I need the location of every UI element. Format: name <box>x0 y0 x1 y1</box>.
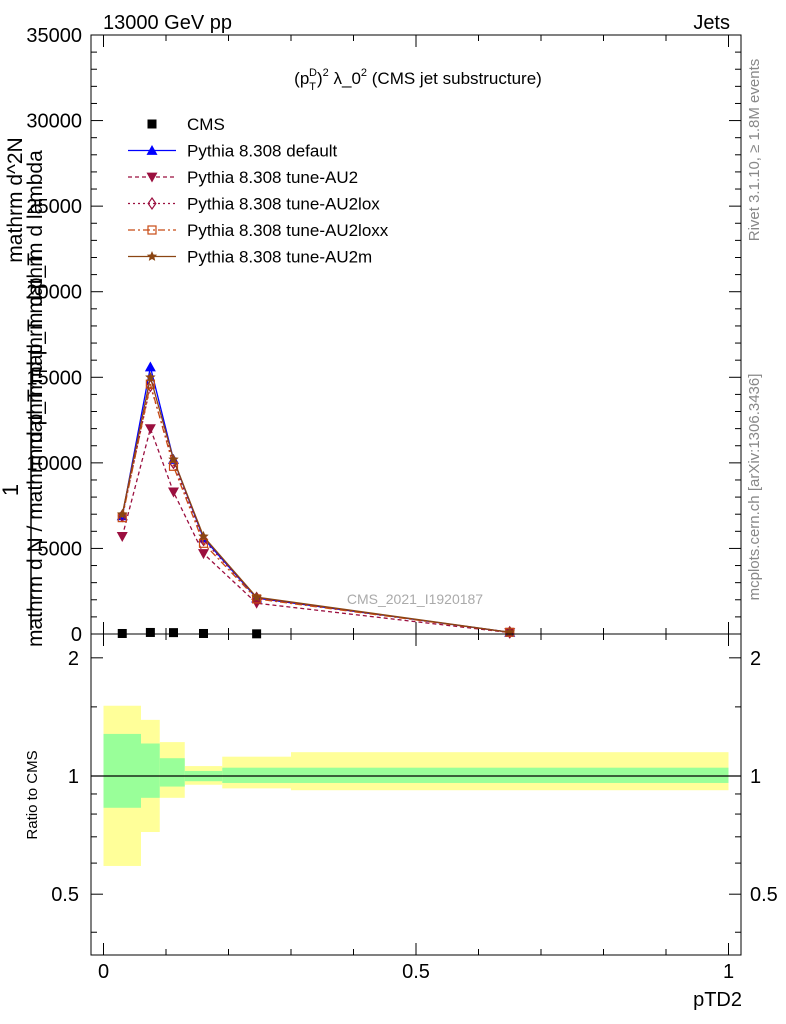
legend-label-default: Pythia 8.308 default <box>187 142 338 161</box>
data-point-default <box>144 361 156 372</box>
analysis-watermark: CMS_2021_I1920187 <box>347 591 483 607</box>
ratio-band-inner <box>291 767 729 783</box>
ratio-band-inner <box>222 767 291 783</box>
data-point-au2 <box>144 424 156 435</box>
y-tick-label: 20000 <box>26 282 82 304</box>
data-point-cms <box>145 627 155 637</box>
data-point-au2m <box>117 508 128 519</box>
series-au2m <box>117 371 515 637</box>
series-line-au2 <box>121 426 510 634</box>
legend: CMS Pythia 8.308 default Pythia 8.308 tune… <box>128 115 389 267</box>
y-tick-label: 5000 <box>38 538 83 560</box>
header-left: 13000 GeV pp <box>103 12 232 34</box>
y-tick-label: 0 <box>71 624 82 646</box>
ratio-y-tick-label-right: 0.5 <box>750 884 778 906</box>
data-point-au2 <box>198 549 209 560</box>
rivet-label: Rivet 3.1.10, ≥ 1.8M events <box>746 59 763 242</box>
legend-marker-au2 <box>146 172 158 183</box>
legend-marker-au2m <box>146 251 158 261</box>
data-point-au2m <box>198 530 209 541</box>
x-tick-label: 0.5 <box>402 961 430 983</box>
series-line-au2lox <box>121 385 510 633</box>
x-tick-label: 0 <box>98 961 109 983</box>
data-point-au2 <box>168 487 179 498</box>
legend-marker-default <box>146 145 158 155</box>
ratio-y-tick-label-right: 1 <box>750 766 761 788</box>
ratio-y-tick-label: 0.5 <box>51 884 79 906</box>
data-point-au2m <box>145 371 156 382</box>
legend-label-au2lox: Pythia 8.308 tune-AU2lox <box>187 195 380 214</box>
data-point-cms <box>117 628 127 638</box>
y-tick-label: 10000 <box>26 453 82 475</box>
series-cms <box>117 627 262 639</box>
ratio-band-inner <box>103 733 141 808</box>
series-line-au2m <box>121 377 510 633</box>
x-axis-label: pTD2 <box>693 989 742 1011</box>
ratio-frame <box>90 633 742 956</box>
plot-title: (pTD)2 λ_02 (CMS jet substructure) <box>294 67 542 93</box>
legend-label-au2loxx: Pythia 8.308 tune-AU2loxx <box>187 221 389 240</box>
legend-label-au2m: Pythia 8.308 tune-AU2m <box>187 248 372 267</box>
legend-marker-au2lox <box>147 196 157 211</box>
data-point-au2loxx <box>168 461 179 471</box>
data-point-au2m <box>168 453 179 464</box>
legend-marker-au2loxx <box>147 225 157 235</box>
data-point-cms <box>169 628 178 638</box>
y-tick-label: 15000 <box>26 367 82 389</box>
legend-label-au2: Pythia 8.308 tune-AU2 <box>187 168 358 187</box>
ratio-plot-panel: 0.5 0.5 1 1 2 2 0 0.5 1 <box>51 633 778 983</box>
y-tick-label: 25000 <box>26 196 82 218</box>
y-axis-label-line: mathrm d^2N <box>4 137 27 262</box>
ratio-band-inner <box>159 758 185 787</box>
ratio-y-tick-label-right: 2 <box>750 648 761 670</box>
y-axis-label-line: 1 <box>0 484 23 496</box>
y-tick-label: 30000 <box>26 111 82 133</box>
ratio-y-tick-label: 2 <box>68 648 79 670</box>
data-point-au2m <box>251 591 262 602</box>
series-line-au2loxx <box>121 383 510 633</box>
data-point-au2loxx <box>198 538 209 548</box>
ratio-y-axis-label: Ratio to CMS <box>24 750 41 839</box>
ratio-y-tick-label: 1 <box>68 766 79 788</box>
header-right: Jets <box>693 12 730 34</box>
y-axis-label: 1 mathrm d N / mathrm d p_T mathrm d p_Tm… <box>0 137 47 647</box>
y-axis-label-line: mathrm d N / mathrm d p_T mathrm d p_T <box>24 253 47 647</box>
y-axis-label-line: mathrm d p_T mathrm d lambda <box>24 150 47 450</box>
data-point-cms <box>199 628 208 638</box>
y-tick-label: 35000 <box>26 25 82 47</box>
main-plot-panel: 0 5000 10000 15000 20000 25000 30000 35000 <box>26 25 742 646</box>
legend-label-cms: CMS <box>187 115 225 134</box>
ratio-band-inner <box>141 743 160 798</box>
legend-marker-cms <box>147 119 157 129</box>
x-tick-label: 1 <box>723 961 734 983</box>
data-point-au2 <box>116 532 128 542</box>
mcplots-label: mcplots.cern.ch [arXiv:1306.3436] <box>746 374 763 601</box>
